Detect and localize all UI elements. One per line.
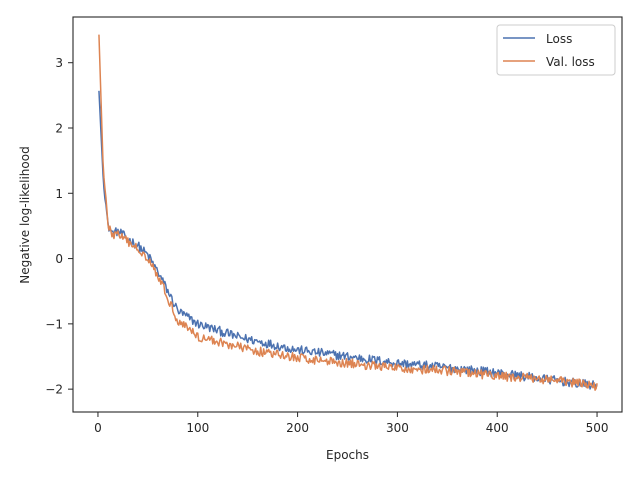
y-tick-label: −1 [45,317,63,331]
x-tick-label: 0 [94,421,102,435]
y-axis-label: Negative log-likelihood [18,146,32,283]
x-tick-label: 300 [386,421,409,435]
legend-label-loss: Loss [546,32,572,46]
y-tick-label: 0 [55,252,63,266]
legend-label-val-loss: Val. loss [546,55,595,69]
legend: Loss Val. loss [496,24,616,76]
series-layer [98,34,598,391]
y-tick-label: 1 [55,187,63,201]
x-tick-label: 100 [186,421,209,435]
x-tick-label: 500 [586,421,609,435]
y-tick-label: −2 [45,383,63,397]
series-line-val-loss [98,34,598,391]
y-tick-label: 3 [55,56,63,70]
x-axis: 0 100 200 300 400 500 [94,412,608,435]
x-tick-label: 400 [486,421,509,435]
plot-frame [72,16,623,413]
y-axis: −2 −1 0 1 2 3 [45,56,73,397]
x-tick-label: 200 [286,421,309,435]
plot-background [73,17,622,412]
y-tick-label: 2 [55,121,63,135]
x-axis-label: Epochs [326,448,369,462]
